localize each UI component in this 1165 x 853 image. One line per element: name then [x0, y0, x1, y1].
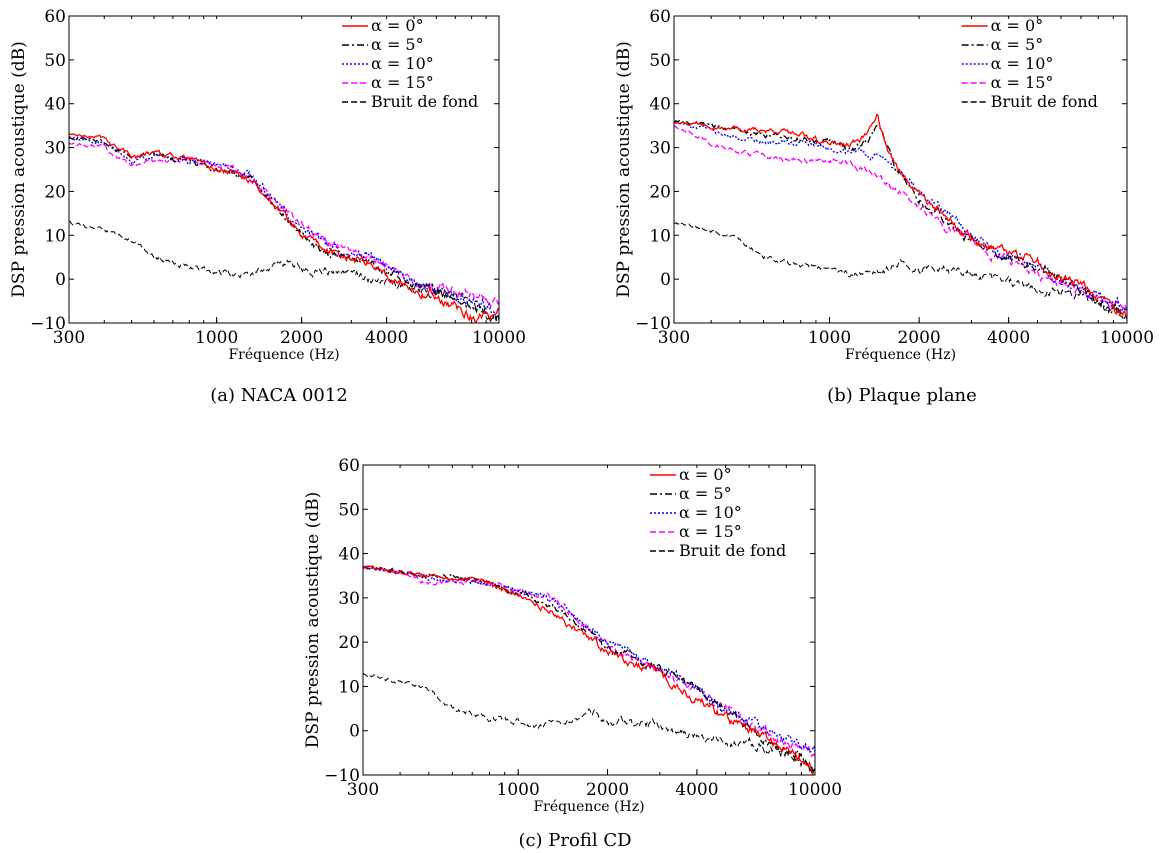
series-line-1	[363, 566, 815, 774]
y-tick-label: 40	[44, 95, 66, 115]
legend-label: α = 5°	[991, 35, 1044, 54]
y-tick-label: 50	[44, 51, 66, 71]
panel-caption: (b) Plaque plane	[827, 385, 977, 406]
series-lines	[674, 113, 1127, 321]
legend-label: Bruit de fond	[679, 541, 786, 560]
plot-frame	[673, 15, 1128, 324]
legend-label: α = 0°	[679, 465, 732, 484]
x-tick-label: 2000	[586, 780, 629, 800]
x-tick-label: 300	[658, 328, 690, 348]
y-tick-label: 20	[44, 182, 66, 202]
x-tick-label: 4000	[365, 328, 408, 348]
y-tick-label: 10	[338, 677, 360, 697]
x-axis-label: Fréquence (Hz)	[533, 799, 644, 815]
series-line-4	[363, 672, 815, 775]
y-tick-label: 20	[338, 633, 360, 653]
y-tick-label: −10	[635, 314, 671, 334]
y-tick-label: −10	[324, 766, 360, 786]
legend-label: α = 0°	[991, 16, 1044, 35]
plot-frame	[362, 464, 816, 776]
series-lines	[69, 133, 499, 323]
x-tick-label: 10000	[472, 328, 526, 348]
y-tick-label: 30	[338, 589, 360, 609]
series-line-0	[363, 565, 814, 775]
series-line-3	[363, 565, 815, 758]
plot-frame	[68, 15, 500, 324]
x-tick-label: 300	[347, 780, 379, 800]
chart-panel-plaque-plane: −10 0 10 20 30 40 50 60 300 1000 2000 4000 10000 DSP …	[614, 7, 1154, 406]
y-tick-label: 0	[349, 722, 360, 742]
chart-panel-naca-0012: −10 0 10 20 30 40 50 60 300 1000 2000 4000 10000 DSP …	[9, 7, 526, 406]
y-tick-label: 60	[338, 456, 360, 476]
legend-label: α = 15°	[991, 73, 1054, 92]
series-line-0	[674, 113, 1127, 317]
y-tick-label: 0	[660, 270, 671, 290]
y-tick-label: −10	[30, 314, 66, 334]
panel-caption: (c) Profil CD	[518, 830, 631, 851]
x-tick-label: 2000	[897, 328, 940, 348]
legend-label: α = 10°	[991, 54, 1054, 73]
panel-caption: (a) NACA 0012	[210, 385, 348, 406]
legend-label: α = 5°	[679, 484, 732, 503]
x-tick-label: 300	[53, 328, 85, 348]
y-tick-label: 0	[55, 270, 66, 290]
y-tick-label: 60	[649, 7, 671, 27]
legend-label: Bruit de fond	[991, 92, 1098, 111]
legend-label: α = 15°	[371, 73, 434, 92]
y-tick-label: 30	[44, 139, 66, 159]
x-tick-label: 10000	[788, 780, 842, 800]
y-tick-label: 40	[338, 545, 360, 565]
legend-label: α = 0°	[371, 16, 424, 35]
legend-label: Bruit de fond	[371, 92, 478, 111]
x-tick-label: 1000	[808, 328, 851, 348]
y-tick-label: 60	[44, 7, 66, 27]
chart-panel-profil-cd: −10 0 10 20 30 40 50 60 300 1000 2000 4000 10000 DSP …	[303, 456, 842, 851]
series-line-3	[69, 142, 499, 309]
y-tick-label: 50	[338, 500, 360, 520]
series-line-4	[69, 220, 499, 323]
legend-label: α = 10°	[679, 503, 742, 522]
x-tick-label: 10000	[1100, 328, 1154, 348]
legend-label: α = 10°	[371, 54, 434, 73]
series-line-0	[69, 133, 499, 323]
y-tick-label: 10	[649, 226, 671, 246]
x-axis-label: Fréquence (Hz)	[228, 347, 339, 363]
legend-label: α = 15°	[679, 522, 742, 541]
x-tick-label: 1000	[497, 780, 540, 800]
y-tick-label: 30	[649, 139, 671, 159]
x-tick-label: 4000	[675, 780, 718, 800]
legend-label: α = 5°	[371, 35, 424, 54]
series-line-2	[674, 120, 1127, 314]
y-axis-label: DSP pression acoustique (dB)	[9, 41, 29, 297]
y-tick-label: 50	[649, 51, 671, 71]
y-tick-label: 20	[649, 182, 671, 202]
y-axis-label: DSP pression acoustique (dB)	[303, 492, 323, 748]
series-line-3	[674, 124, 1127, 312]
y-axis-label: DSP pression acoustique (dB)	[614, 41, 634, 297]
series-lines	[363, 565, 815, 775]
series-line-4	[674, 222, 1127, 321]
series-line-1	[674, 119, 1127, 320]
y-tick-label: 40	[649, 95, 671, 115]
x-tick-label: 2000	[280, 328, 323, 348]
x-tick-label: 1000	[195, 328, 238, 348]
y-tick-label: 10	[44, 226, 66, 246]
x-axis-label: Fréquence (Hz)	[845, 347, 956, 363]
x-tick-label: 4000	[987, 328, 1030, 348]
